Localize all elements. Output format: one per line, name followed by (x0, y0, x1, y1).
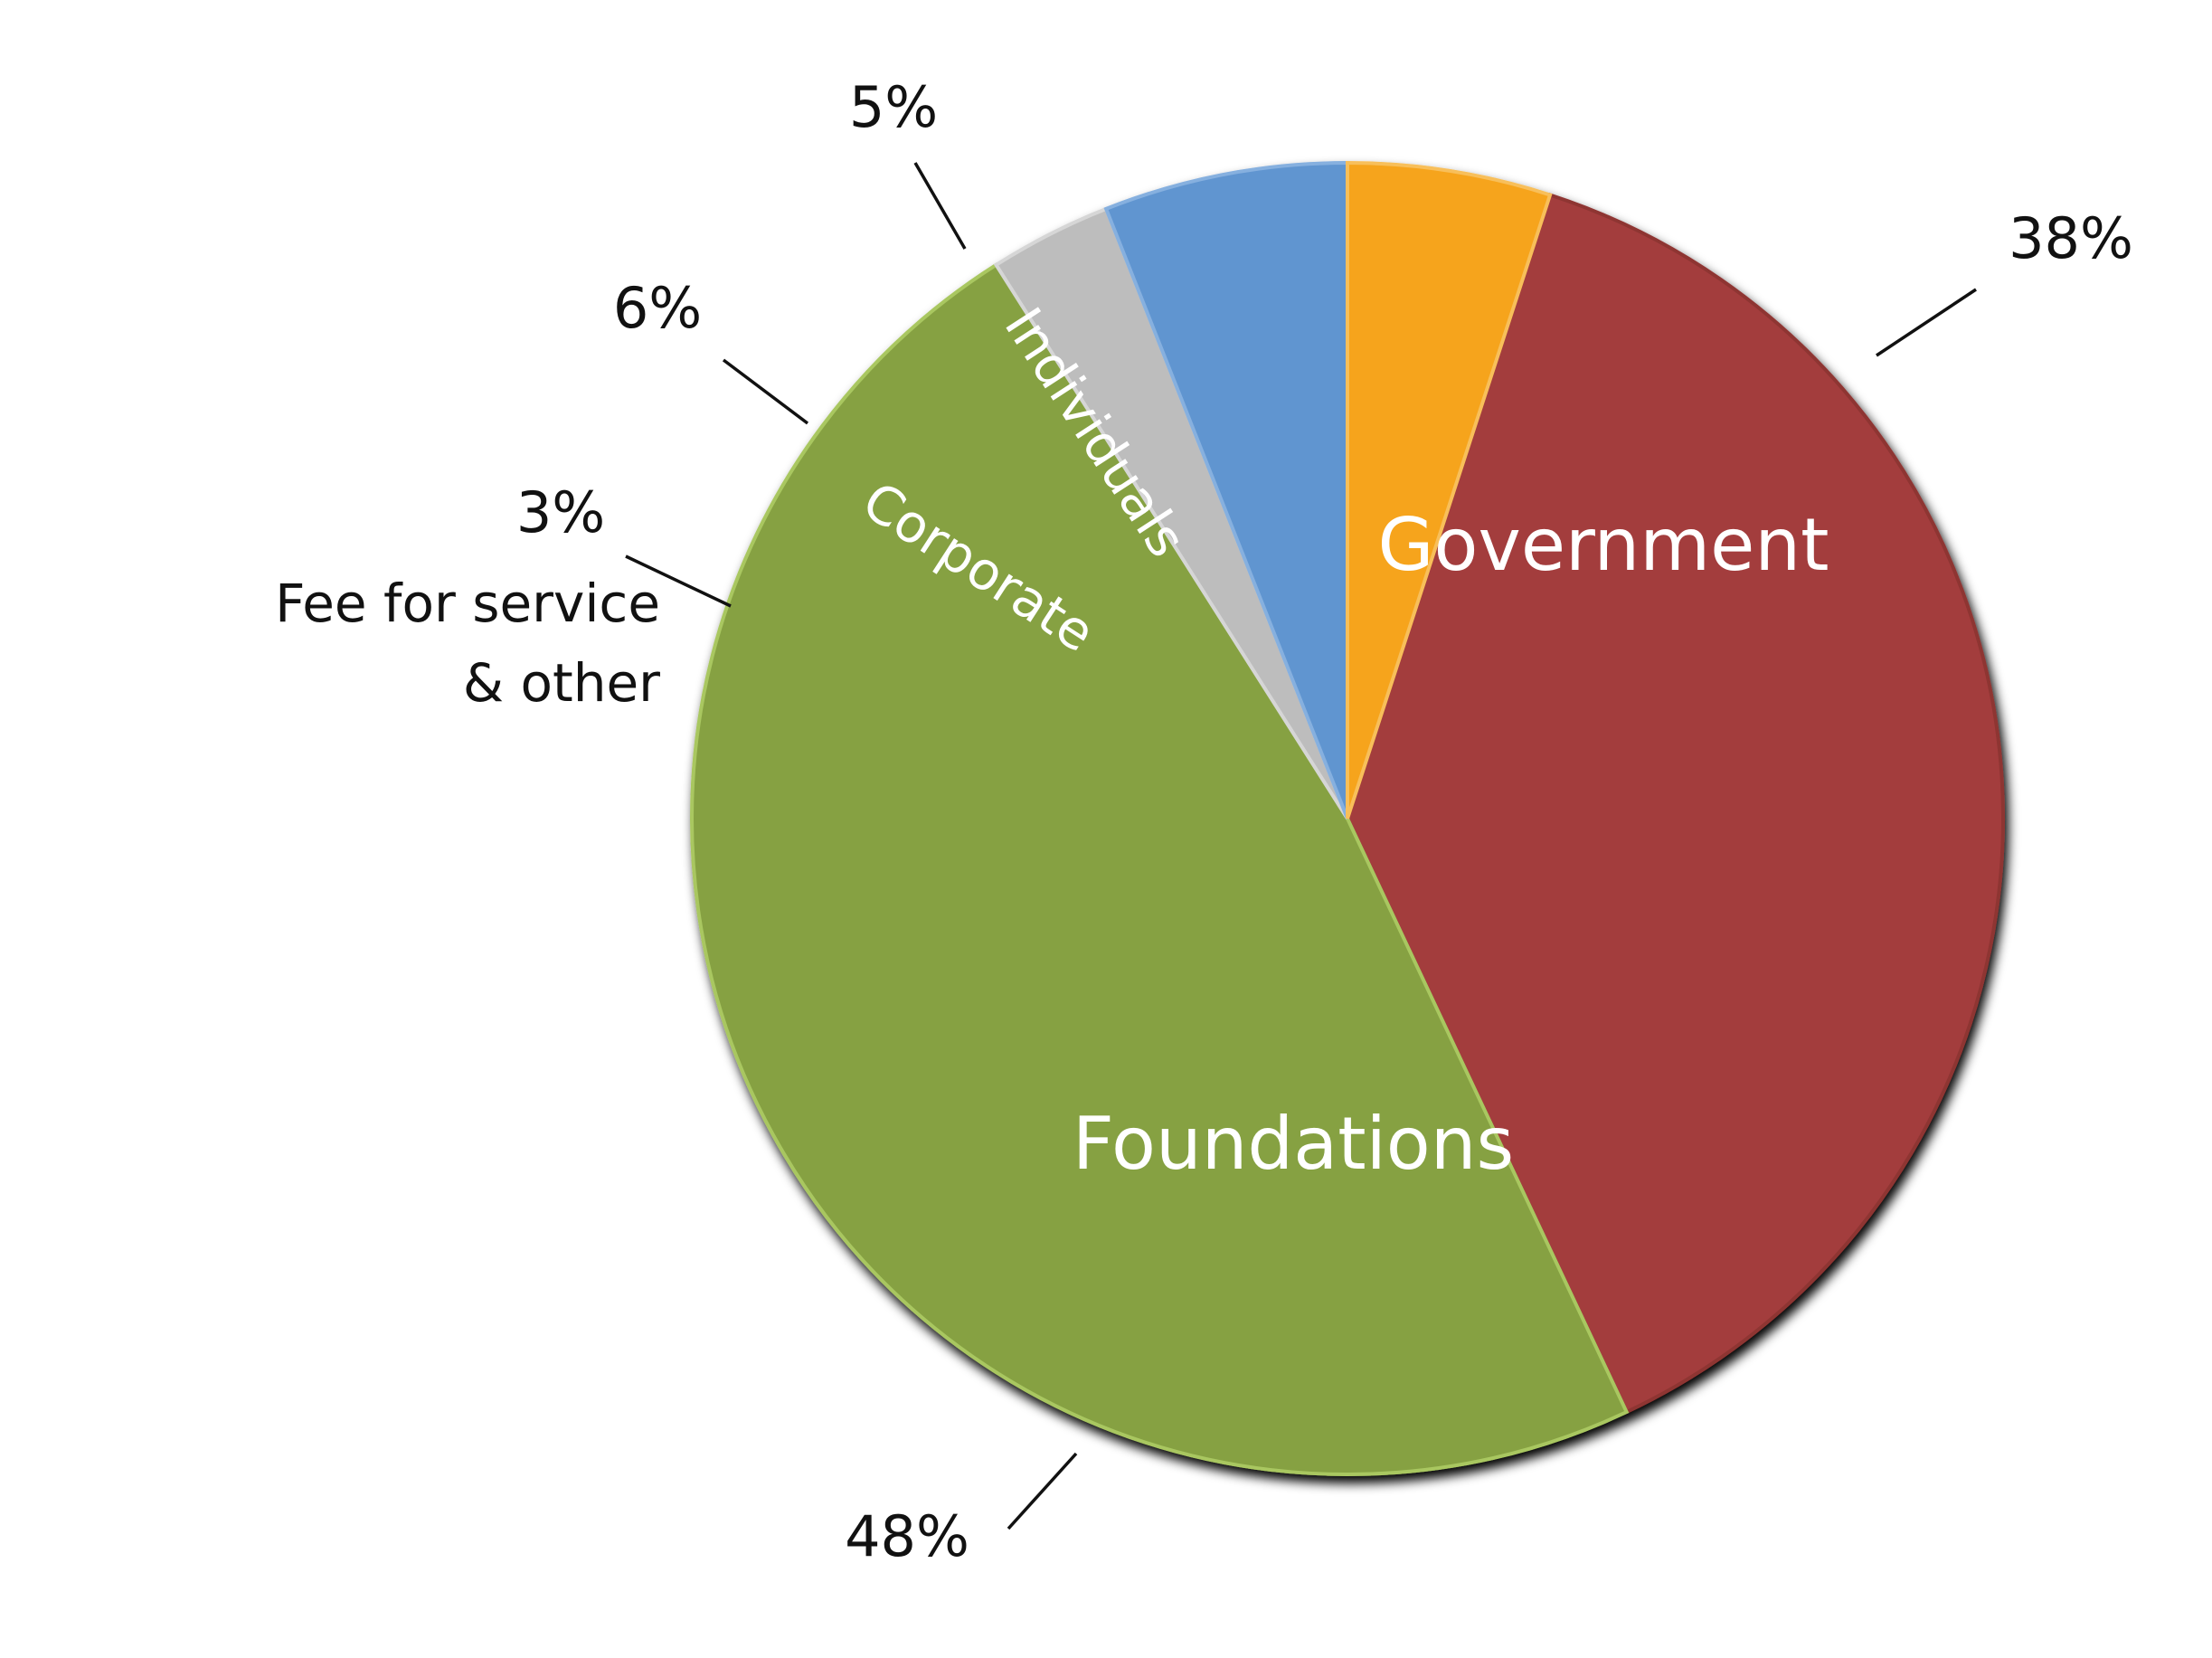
percent-label-fee-for-service-and-other: 3% (516, 479, 605, 545)
percent-label-corporate: 6% (613, 275, 702, 341)
category-label-fee-for-service-and-other-line-2: & other (463, 652, 660, 714)
leader-line-fee-for-service-and-other (625, 554, 732, 608)
pie-slice-individuals (1346, 160, 1553, 820)
pie-slices (690, 160, 2006, 1476)
leader-line-government (1876, 288, 1977, 357)
category-label-government: Government (1378, 503, 1829, 587)
category-label-fee-for-service-and-other-line-1: Fee for service (275, 573, 660, 634)
leader-line-individuals (913, 162, 967, 250)
percent-label-foundations: 48% (845, 1503, 969, 1569)
leader-line-corporate (722, 358, 809, 425)
pie-slice-corporate (1103, 160, 1349, 820)
pie-slice-foundations (690, 262, 1630, 1476)
pie-slice-government (1345, 192, 2006, 1415)
category-label-foundations: Foundations (1073, 1102, 1514, 1186)
percent-label-individuals: 5% (849, 74, 938, 140)
percent-label-government: 38% (2009, 205, 2133, 271)
leader-line-foundations (1007, 1452, 1078, 1530)
